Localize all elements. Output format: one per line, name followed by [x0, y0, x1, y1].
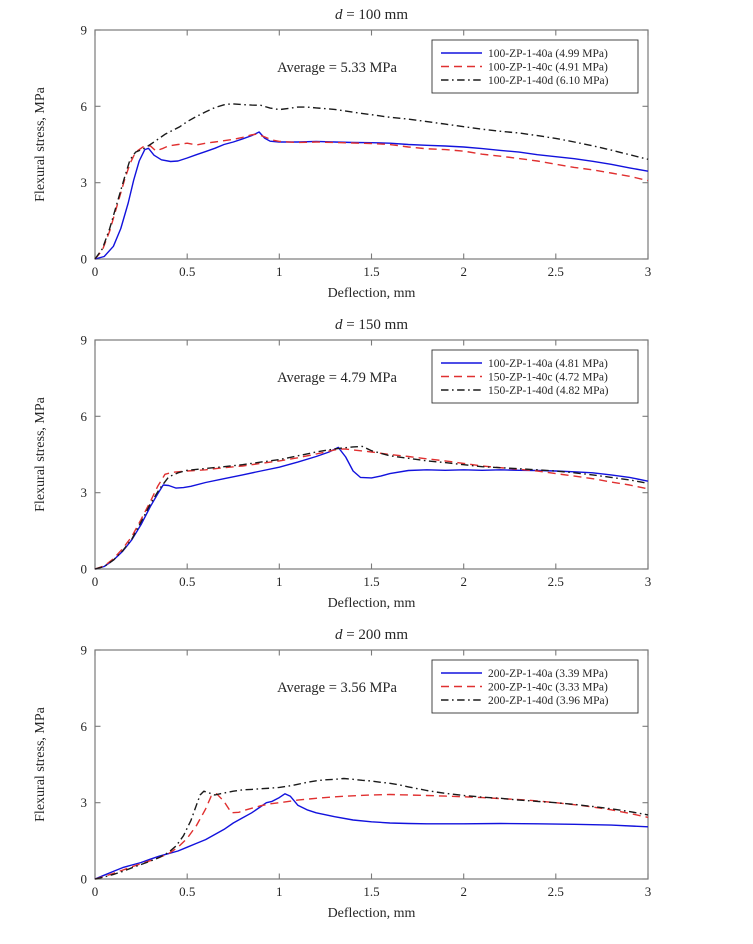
x-tick-label: 0.5: [179, 574, 195, 589]
x-tick-label: 1: [276, 884, 283, 899]
legend-box: [431, 39, 639, 94]
chart-title: d = 150 mm: [335, 317, 408, 333]
chart-d-150mm: d = 150 mm 0 0.5 1 1.5 2 2.5 3 0 3 6 9 Deflection, m…: [33, 317, 652, 611]
y-tick-label: 3: [81, 175, 88, 190]
legend-label-1: 200-ZP-1-40c (3.33 MPa): [488, 682, 608, 694]
y-tick-label: 0: [81, 562, 88, 577]
chart-d-200mm: d = 200 mm 0 0.5 1 1.5 2 2.5 3 0 3 6 9 Deflection, m…: [33, 627, 652, 921]
series-curve-1: [94, 448, 649, 570]
x-tick-label: 2.5: [548, 574, 564, 589]
y-tick-label: 6: [81, 719, 88, 734]
y-tick-label: 6: [81, 409, 88, 424]
x-tick-label: 0: [92, 264, 99, 279]
chart-title: d = 100 mm: [335, 7, 408, 23]
x-tick-label: 0.5: [179, 884, 195, 899]
average-annotation: Average = 3.56 MPa: [277, 680, 397, 696]
legend-label-2: 100-ZP-1-40d (6.10 MPa): [488, 75, 609, 87]
x-axis-label: Deflection, mm: [328, 906, 416, 921]
y-tick-label: 3: [81, 485, 88, 500]
y-tick-label: 0: [81, 252, 88, 267]
x-axis-label: Deflection, mm: [328, 596, 416, 611]
series-curve-0: [94, 793, 649, 880]
x-tick-label: 1.5: [363, 884, 379, 899]
series-curve-0: [94, 131, 649, 260]
x-tick-label: 2: [460, 884, 467, 899]
x-tick-label: 0.5: [179, 264, 195, 279]
x-tick-label: 1.5: [363, 574, 379, 589]
legend-box: [431, 659, 639, 714]
x-tick-label: 1: [276, 574, 283, 589]
legend-label-0: 100-ZP-1-40a (4.81 MPa): [488, 358, 608, 370]
x-tick-label: 1.5: [363, 264, 379, 279]
y-tick-label: 6: [81, 99, 88, 114]
legend-label-2: 200-ZP-1-40d (3.96 MPa): [488, 695, 609, 707]
y-tick-label: 9: [81, 333, 88, 348]
legend-label-1: 150-ZP-1-40c (4.72 MPa): [488, 372, 608, 384]
x-axis-label: Deflection, mm: [328, 286, 416, 301]
x-tick-label: 0: [92, 574, 99, 589]
series-curve-2: [94, 103, 649, 260]
series-curve-0: [94, 446, 649, 570]
series-curve-1: [94, 133, 649, 260]
average-annotation: Average = 5.33 MPa: [277, 60, 397, 76]
x-tick-label: 3: [645, 574, 652, 589]
chart-d-100mm: d = 100 mm 0 0.5 1 1.5 2 2.5 3 0 3 6 9 Deflection, m…: [33, 7, 652, 301]
x-tick-label: 2.5: [548, 264, 564, 279]
y-tick-label: 9: [81, 23, 88, 38]
y-axis-label: Flexural stress, MPa: [33, 86, 48, 202]
average-annotation: Average = 4.79 MPa: [277, 370, 397, 386]
y-tick-label: 9: [81, 643, 88, 658]
legend-label-0: 100-ZP-1-40a (4.99 MPa): [488, 48, 608, 60]
x-tick-label: 0: [92, 884, 99, 899]
x-tick-label: 2.5: [548, 884, 564, 899]
legend-label-1: 100-ZP-1-40c (4.91 MPa): [488, 62, 608, 74]
x-tick-label: 2: [460, 264, 467, 279]
chart-title: d = 200 mm: [335, 627, 408, 643]
x-tick-label: 3: [645, 264, 652, 279]
y-tick-label: 0: [81, 872, 88, 887]
legend-box: [431, 349, 639, 404]
x-tick-label: 2: [460, 574, 467, 589]
series-curve-1: [94, 793, 649, 880]
y-tick-label: 3: [81, 795, 88, 810]
y-axis-label: Flexural stress, MPa: [33, 706, 48, 822]
series-curve-2: [94, 777, 649, 880]
legend-label-2: 150-ZP-1-40d (4.82 MPa): [488, 385, 609, 397]
x-tick-label: 1: [276, 264, 283, 279]
x-tick-label: 3: [645, 884, 652, 899]
series-curve-2: [94, 445, 649, 570]
y-axis-label: Flexural stress, MPa: [33, 396, 48, 512]
legend-label-0: 200-ZP-1-40a (3.39 MPa): [488, 668, 608, 680]
